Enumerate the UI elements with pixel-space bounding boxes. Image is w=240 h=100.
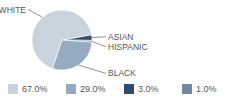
svg-text:WHITE: WHITE <box>0 5 26 15</box>
svg-text:29.0%: 29.0% <box>80 84 106 94</box>
svg-text:3.0%: 3.0% <box>138 84 159 94</box>
svg-text:ASIAN: ASIAN <box>108 32 134 42</box>
svg-text:BLACK: BLACK <box>108 68 136 78</box>
svg-text:67.0%: 67.0% <box>22 84 48 94</box>
svg-text:1.0%: 1.0% <box>196 84 217 94</box>
svg-text:HISPANIC: HISPANIC <box>108 42 148 52</box>
